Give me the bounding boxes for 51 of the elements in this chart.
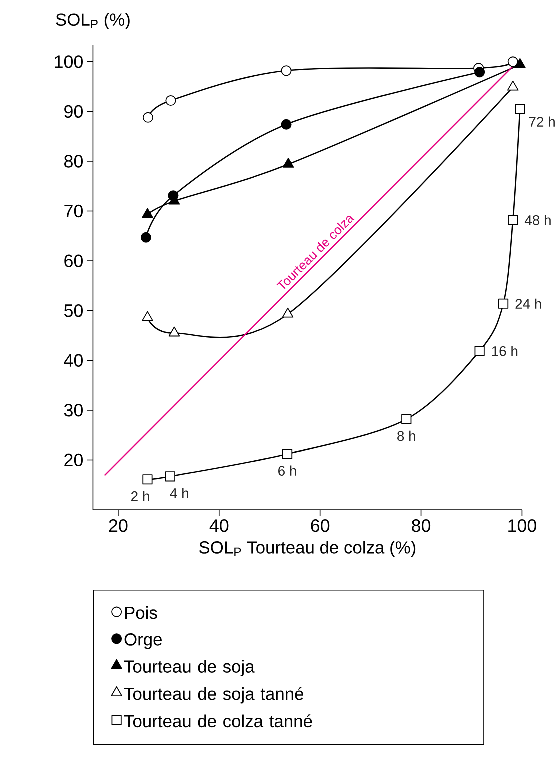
y-tick-label: 60 bbox=[64, 254, 83, 268]
x-tick-label: 80 bbox=[412, 520, 430, 532]
legend-label: Orge bbox=[124, 634, 162, 650]
annotation: 4 h bbox=[170, 488, 188, 498]
point bbox=[474, 67, 485, 78]
point bbox=[142, 208, 154, 218]
x-tick-label: 100 bbox=[508, 520, 536, 532]
legend-label: Tourteau de colza tanné bbox=[124, 714, 312, 728]
point bbox=[142, 112, 154, 123]
point bbox=[165, 472, 176, 482]
point bbox=[282, 449, 292, 460]
y-tick-label: 50 bbox=[64, 304, 83, 318]
point bbox=[282, 158, 294, 168]
annotation: 24 h bbox=[516, 298, 542, 309]
point bbox=[474, 346, 485, 356]
point bbox=[142, 474, 153, 485]
legend-label: Pois bbox=[125, 606, 158, 620]
y-tick-label: 40 bbox=[64, 354, 83, 367]
y-axis-title: SOL$_{P}$ (%) bbox=[56, 13, 130, 30]
y-tick-label: 100 bbox=[55, 56, 83, 68]
y-tick-label: 70 bbox=[64, 204, 83, 218]
legend-label: Tourteau de soja bbox=[124, 660, 255, 676]
y-tick-label: 30 bbox=[64, 404, 83, 417]
x-tick-label: 40 bbox=[210, 520, 229, 532]
y-tick-label: 90 bbox=[64, 105, 83, 118]
point bbox=[401, 414, 412, 424]
legend-label: Tourteau de soja tanné bbox=[124, 687, 304, 704]
point bbox=[281, 66, 292, 76]
point bbox=[140, 232, 152, 243]
x-axis-title: SOL$_{P}$ Tourteau de colza (%) bbox=[199, 541, 416, 558]
point bbox=[168, 326, 180, 337]
y-tick-label: 20 bbox=[64, 454, 83, 467]
point bbox=[507, 80, 519, 91]
point bbox=[282, 308, 294, 318]
annotation: 16 h bbox=[492, 346, 518, 356]
y-tick-label: 80 bbox=[64, 155, 83, 168]
point bbox=[508, 215, 518, 226]
annotation: 2 h bbox=[131, 491, 150, 502]
point bbox=[281, 119, 292, 130]
point bbox=[514, 58, 526, 68]
point bbox=[515, 104, 526, 114]
x-tick-label: 20 bbox=[109, 520, 128, 532]
annotation: 72 h bbox=[529, 116, 555, 127]
point bbox=[166, 96, 176, 106]
annotation: 48 h bbox=[524, 215, 551, 226]
point bbox=[508, 56, 518, 68]
annotation: 6 h bbox=[278, 466, 296, 476]
x-tick-label: 60 bbox=[311, 520, 330, 532]
annotation: 8 h bbox=[397, 430, 416, 442]
point bbox=[498, 298, 508, 309]
point bbox=[142, 311, 154, 322]
